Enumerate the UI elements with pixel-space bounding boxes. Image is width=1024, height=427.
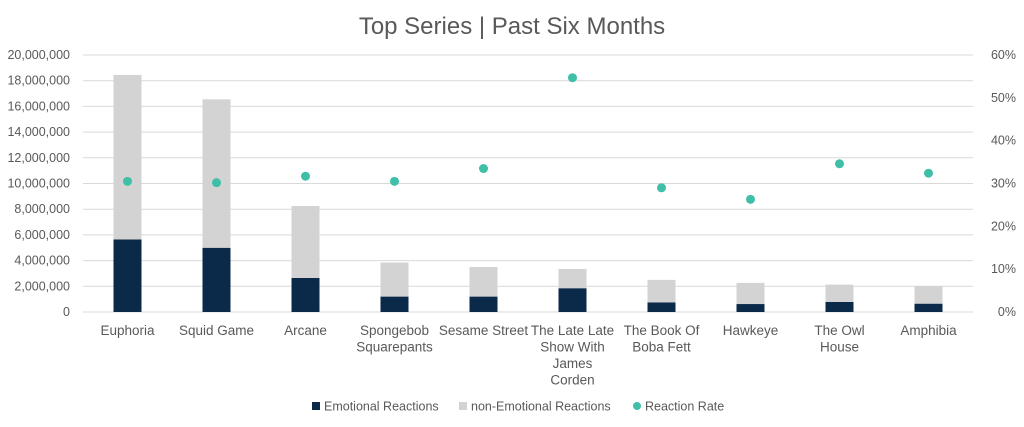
left-axis-ticks: 0 2,000,000 4,000,000 6,000,000 8,000,000 10,… (7, 48, 70, 319)
bar-non-emotional-reactions (914, 286, 943, 304)
bar-emotional-reactions (469, 296, 498, 312)
legend-swatch (312, 402, 320, 410)
right-tick-label: 20% (991, 219, 1016, 233)
right-tick-label: 30% (991, 177, 1016, 191)
left-tick-label: 10,000,000 (7, 177, 70, 191)
left-tick-label: 2,000,000 (14, 279, 70, 293)
left-tick-label: 20,000,000 (7, 48, 70, 62)
chart-title: Top Series | Past Six Months (359, 13, 665, 40)
reaction-rate-point (212, 178, 221, 188)
category-labels: Euphoria Squid Game Arcane Spongebob Squarep… (100, 323, 957, 388)
category-label: The Late Late Show With James Corden (531, 323, 614, 388)
legend-label: non-Emotional Reactions (471, 400, 611, 414)
right-tick-label: 60% (991, 48, 1016, 62)
reaction-rate-point (479, 164, 488, 174)
bars (113, 74, 943, 312)
left-tick-label: 12,000,000 (7, 151, 70, 165)
reaction-rate-point (835, 159, 844, 169)
bar-emotional-reactions (291, 277, 320, 312)
bar-emotional-reactions (202, 247, 231, 312)
bar-non-emotional-reactions (558, 268, 587, 289)
bar-emotional-reactions (825, 301, 854, 312)
reaction-rate-point (301, 171, 310, 181)
bar-emotional-reactions (647, 302, 676, 312)
legend: Emotional Reactions non-Emotional Reactio… (312, 400, 724, 414)
right-tick-label: 10% (991, 262, 1016, 276)
category-label: Euphoria (100, 323, 155, 338)
category-label: Spongebob Squarepants (356, 323, 433, 355)
category-label: Hawkeye (723, 323, 779, 338)
right-tick-label: 50% (991, 91, 1016, 105)
legend-label: Emotional Reactions (324, 400, 439, 414)
bar-non-emotional-reactions (291, 205, 320, 278)
category-label: Squid Game (179, 323, 254, 338)
bar-non-emotional-reactions (647, 279, 676, 303)
left-tick-label: 14,000,000 (7, 125, 70, 139)
reaction-rate-point (390, 176, 399, 186)
legend-swatch (459, 402, 467, 410)
bar-emotional-reactions (558, 288, 587, 312)
bar-emotional-reactions (113, 239, 142, 312)
right-axis-ticks: 0% 10% 20% 30% 40% 50% 60% (991, 48, 1016, 319)
legend-label: Reaction Rate (645, 400, 724, 414)
category-label: The Owl House (814, 323, 864, 355)
left-tick-label: 6,000,000 (14, 228, 70, 242)
reaction-rate-points (123, 73, 933, 204)
reaction-rate-point (123, 176, 132, 186)
bar-emotional-reactions (380, 296, 409, 312)
category-label: Sesame Street (439, 323, 529, 338)
grid-lines (83, 54, 973, 313)
left-tick-label: 4,000,000 (14, 254, 70, 268)
bar-emotional-reactions (914, 303, 943, 312)
bar-non-emotional-reactions (469, 267, 498, 297)
left-tick-label: 8,000,000 (14, 202, 70, 216)
right-tick-label: 0% (998, 305, 1016, 319)
category-label: The Book Of Boba Fett (624, 323, 700, 355)
bar-non-emotional-reactions (202, 99, 231, 248)
bar-non-emotional-reactions (113, 74, 142, 240)
category-label: Amphibia (900, 323, 957, 338)
reaction-rate-point (746, 194, 755, 204)
left-tick-label: 16,000,000 (7, 99, 70, 113)
reaction-rate-point (924, 168, 933, 178)
reaction-rate-point (568, 73, 577, 83)
left-tick-label: 18,000,000 (7, 74, 70, 88)
reaction-rate-point (657, 183, 666, 193)
left-tick-label: 0 (63, 305, 70, 319)
category-label: Arcane (284, 323, 327, 338)
bar-non-emotional-reactions (825, 284, 854, 302)
bar-emotional-reactions (736, 304, 765, 312)
right-tick-label: 40% (991, 134, 1016, 148)
bar-non-emotional-reactions (380, 262, 409, 297)
bar-non-emotional-reactions (736, 282, 765, 305)
legend-swatch (633, 402, 641, 410)
